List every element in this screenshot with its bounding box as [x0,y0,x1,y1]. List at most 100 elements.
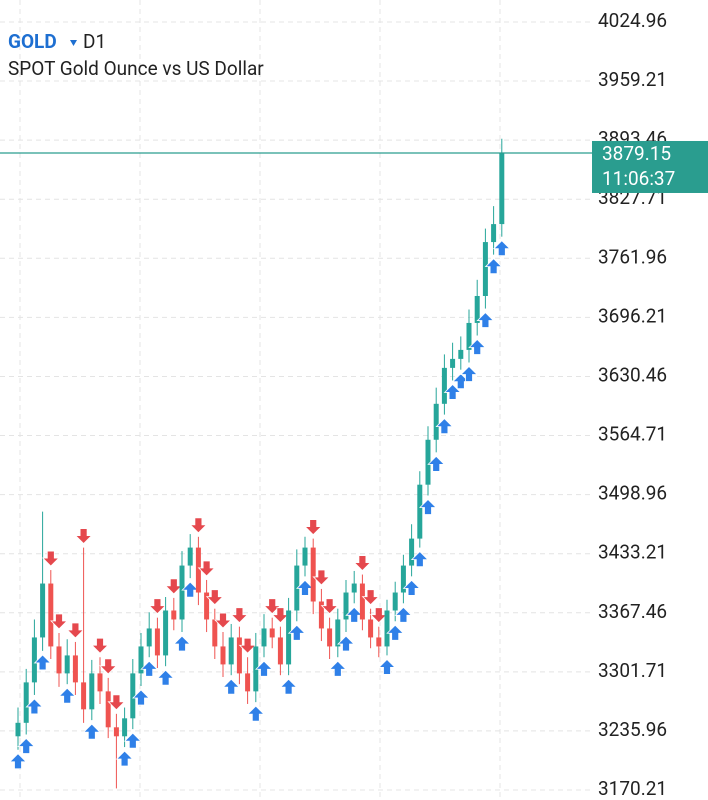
y-tick-label: 3235.96 [598,718,667,741]
candle-body [15,722,21,737]
candle-body [163,610,169,656]
candle-body [195,547,201,593]
candle-body [154,628,160,656]
sell-signal [148,598,167,615]
candle-body [228,637,234,665]
symbol[interactable]: GOLD [8,30,57,53]
buy-signal [222,678,241,695]
candle-body [179,565,185,620]
buy-signal [492,240,511,257]
buy-signal [140,660,159,677]
candle-body [31,637,37,683]
candle-body [458,349,464,359]
buy-signal [443,383,462,400]
buy-signal [345,606,364,623]
buy-signal [33,654,52,671]
candle-body [245,673,251,692]
buy-signal [394,606,413,623]
sell-signal [41,550,60,567]
candle-body [72,655,78,683]
current-price-label: 3879.15 [602,142,671,165]
y-tick-label: 3564.71 [598,423,667,446]
buy-signal [156,669,175,686]
candle-body [327,628,333,647]
candle-body [450,358,456,368]
candle-body [187,547,193,566]
buy-signal [123,732,142,749]
buy-signal [378,658,396,675]
buy-signal [173,635,191,652]
buy-signal [255,660,273,677]
candle-body [441,367,447,404]
sell-signal [66,622,85,639]
buy-signal [402,579,421,596]
buy-signal [427,455,446,472]
y-tick-label: 3301.71 [598,659,667,682]
candle-body [286,610,292,665]
subtitle: SPOT Gold Ounce vs US Dollar [8,57,264,80]
y-tick-label: 4024.96 [598,9,667,32]
candle-body [474,295,480,323]
buy-signal [435,418,454,435]
sell-signal [238,637,257,654]
sell-signal [189,517,208,534]
candle-body [48,583,54,647]
candle-body [335,619,341,647]
candle-body [130,673,136,719]
candle-body [146,628,152,647]
y-tick-label: 3761.96 [598,245,667,268]
candle-body [40,583,46,638]
buy-signal [296,579,314,596]
buy-signal [181,581,200,598]
buy-signal [468,338,487,355]
candle-body [368,619,374,638]
candle-body [64,655,70,674]
symbol-dropdown-icon[interactable] [70,40,77,46]
sell-signal [74,528,93,545]
candle-body [261,628,267,647]
y-tick-label: 3170.21 [598,777,667,800]
sell-signal [263,598,282,615]
candle-body [433,403,439,440]
candle-body [376,637,382,647]
sell-signal [91,637,109,654]
candle-body [97,673,103,692]
buy-signal [25,698,44,715]
sell-signal [369,607,388,624]
sell-signal [304,519,323,536]
buy-signal [17,737,36,754]
buy-signal [410,551,429,567]
buy-signal [476,312,495,328]
buy-signal [115,750,134,767]
sell-signal [353,555,372,572]
candle-body [113,727,119,737]
timeframe[interactable]: D1 [83,30,106,53]
candle-body [23,682,29,723]
candle-body [392,592,398,611]
candle-body [81,682,87,710]
sell-signal [214,612,232,629]
candle-body [138,646,144,674]
candle-body [417,484,423,539]
sell-signal [164,578,183,595]
y-tick-label: 3433.21 [598,541,667,564]
candle-body [220,646,226,665]
candle-body [171,610,177,620]
candle-body [499,152,505,225]
candle-body [105,691,111,728]
buy-signal [9,753,27,770]
sell-signal [320,598,339,615]
current-price-box [592,140,708,193]
buy-signal [287,624,306,641]
y-tick-label: 3959.21 [598,68,667,91]
buy-signal [484,258,503,275]
candle-body [56,646,62,674]
y-axis: 4024.963959.213893.463827.713761.963696.… [598,9,667,800]
buy-signal [132,689,150,706]
candle-body [212,619,218,647]
candle-body [277,637,283,665]
buy-signal [246,705,265,722]
candle-body [89,673,95,710]
